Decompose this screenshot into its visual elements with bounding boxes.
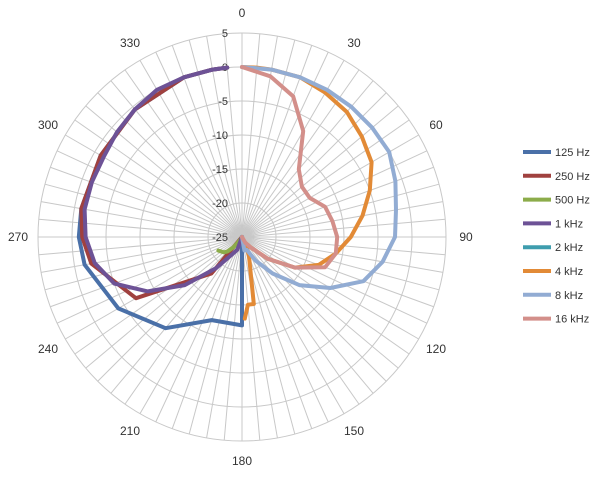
grid-spoke (38, 236, 243, 256)
grid-spoke (241, 236, 374, 394)
grid-spoke (85, 236, 243, 369)
grid-spoke (241, 236, 261, 441)
grid-spoke (41, 201, 243, 238)
legend-label: 500 Hz (555, 195, 590, 207)
legend-label: 8 kHz (555, 290, 583, 302)
grid-spoke (171, 236, 243, 429)
radial-tick-label: -5 (218, 96, 228, 108)
grid-spoke (74, 236, 243, 355)
legend-label: 16 kHz (555, 314, 589, 326)
angle-tick-label: 90 (459, 230, 473, 244)
grid-spoke (241, 236, 313, 429)
grid-spoke (41, 236, 243, 273)
grid-spoke (85, 105, 243, 238)
grid-spoke (44, 183, 243, 238)
grid-spoke (65, 134, 243, 238)
grid-spoke (44, 236, 243, 291)
angle-tick-label: 60 (429, 118, 443, 132)
grid-spoke (56, 236, 243, 324)
legend-label: 125 Hz (555, 147, 590, 159)
angle-tick-label: 0 (239, 6, 246, 20)
grid-spoke (50, 166, 243, 238)
series-lines (76, 65, 398, 331)
grid-spoke (223, 236, 243, 441)
grid-spoke (241, 236, 443, 273)
angle-tick-label: 270 (8, 230, 28, 244)
angle-tick-label: 180 (232, 454, 252, 468)
radial-tick-labels: 50-5-10-15-20-25 (212, 28, 228, 244)
legend-label: 4 kHz (555, 266, 583, 278)
radial-tick-label: -10 (212, 130, 228, 142)
radial-tick-label: 5 (222, 28, 228, 40)
grid-spoke (206, 236, 243, 438)
radial-tick-label: -20 (212, 198, 228, 210)
angle-tick-label: 330 (120, 36, 140, 50)
grid-spoke (241, 236, 345, 414)
series-line-6 (240, 65, 398, 290)
legend-label: 1 kHz (555, 218, 583, 230)
grid-spoke (241, 236, 434, 308)
grid-spoke (56, 150, 243, 238)
grid-spoke (241, 218, 446, 238)
grid-spoke (241, 201, 443, 238)
angle-tick-label: 150 (344, 424, 364, 438)
grid-spoke (38, 218, 243, 238)
grid-spoke (241, 236, 428, 324)
grid-spoke (241, 51, 329, 238)
legend: 125 Hz 250 Hz 500 Hz 1 kHz 2 kHz 4 kHz 8 kHz 16… (523, 147, 590, 326)
grid-spoke (97, 236, 243, 382)
grid-spoke (50, 236, 243, 308)
grid-spoke (241, 236, 278, 438)
grid-spoke (241, 236, 329, 423)
angle-tick-labels: 0 30 60 90 120 150 180 210 240 270 300 330 (8, 6, 473, 468)
grid-spoke (97, 92, 243, 238)
radial-tick-label: -25 (212, 232, 228, 244)
legend-label: 2 kHz (555, 242, 583, 254)
grid-spoke (241, 183, 440, 238)
angle-tick-label: 300 (38, 118, 58, 132)
grid-spoke (74, 119, 243, 238)
angle-tick-label: 30 (347, 36, 361, 50)
angle-tick-label: 120 (426, 342, 446, 356)
grid-spoke (188, 236, 243, 435)
grid-spoke (241, 236, 410, 355)
grid-spoke (124, 69, 243, 238)
series-line-3 (82, 65, 244, 294)
grid-spoke (155, 236, 243, 423)
angle-tick-label: 240 (38, 342, 58, 356)
grid-spoke (241, 236, 387, 382)
series-line-7 (240, 65, 340, 270)
grid-spoke (110, 80, 243, 238)
grid-spoke (65, 236, 243, 340)
grid-spoke (155, 51, 243, 238)
radial-tick-label: -15 (212, 164, 228, 176)
grid-spoke (241, 236, 440, 291)
grid-spoke (241, 150, 428, 238)
angle-tick-label: 210 (120, 424, 140, 438)
legend-label: 250 Hz (555, 171, 590, 183)
grid-spoke (241, 166, 434, 238)
